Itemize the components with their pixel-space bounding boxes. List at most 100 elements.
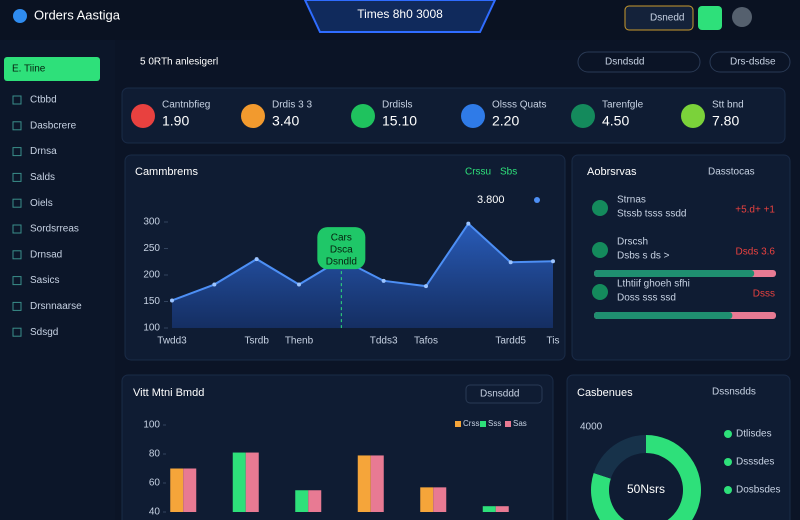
legend-dot <box>724 486 732 494</box>
button-frame[interactable] <box>624 5 694 31</box>
bar <box>420 487 434 512</box>
activity-sub: Dsbs s ds > <box>617 251 670 262</box>
tab[interactable]: Dasstocas <box>708 167 755 178</box>
kpi-icon <box>461 104 485 128</box>
headline: 3.800 <box>477 194 505 206</box>
bar <box>482 506 496 512</box>
nav-item[interactable]: Salds <box>30 172 55 183</box>
legend-label: Dosbsdes <box>736 485 780 496</box>
point <box>381 278 386 283</box>
y-tick-label: 40 <box>149 507 161 518</box>
bar <box>245 452 259 512</box>
legend-dot <box>724 458 732 466</box>
nav-item[interactable]: Oiels <box>30 198 53 209</box>
kpi-icon <box>681 104 705 128</box>
title-frame <box>303 0 497 33</box>
bar <box>295 490 309 512</box>
activity-sub: Stssb tsss ssdd <box>617 209 686 220</box>
bar <box>183 468 197 512</box>
chart-title: Cammbrems <box>135 166 198 178</box>
nav-item[interactable]: Drnsa <box>30 146 57 157</box>
y-tick-label: 200 <box>143 270 160 281</box>
nav-icon <box>12 224 22 234</box>
kpi-icon <box>241 104 265 128</box>
brand: Orders Aastiga <box>34 7 121 22</box>
slice <box>591 435 701 520</box>
annotation: Dsndld <box>326 257 357 268</box>
chip[interactable]: Dsnsddd <box>480 389 519 400</box>
nav-item[interactable]: Dasbcrere <box>30 120 77 131</box>
kpi-value: 2.20 <box>492 113 519 129</box>
annotation: Dsca <box>330 245 353 256</box>
activity-title: Drscsh <box>617 237 648 248</box>
legend-dot <box>724 430 732 438</box>
y-tick-label: 60 <box>149 478 161 489</box>
point <box>508 260 513 265</box>
point <box>551 259 555 264</box>
line <box>171 222 554 302</box>
legend-label: Sbs <box>500 167 517 178</box>
bar <box>433 487 447 512</box>
avatar[interactable] <box>732 7 752 27</box>
kpi-icon <box>351 104 375 128</box>
activity-panel <box>571 154 791 361</box>
nav-icon <box>12 276 22 286</box>
y-tick-label: 80 <box>149 449 161 460</box>
activity-value: Dsds 3.6 <box>736 247 776 258</box>
nav-item[interactable]: Sasics <box>30 275 59 286</box>
legend-label: Sas <box>513 419 527 428</box>
activity-icon <box>592 284 608 300</box>
filter-frame[interactable] <box>577 51 701 73</box>
nav-icon <box>12 95 22 105</box>
x-tick-label: Tdds3 <box>370 336 398 347</box>
kpi-value: 7.80 <box>712 113 739 129</box>
status: 5 0RTh anlesigerl <box>140 57 218 68</box>
kpi-value: 4.50 <box>602 113 629 129</box>
activity-value: +5.d+ +1 <box>735 205 775 216</box>
bar <box>170 468 184 512</box>
nav-item[interactable]: E. Tiine <box>12 64 46 75</box>
filter[interactable]: Dsndsdd <box>605 57 644 68</box>
nav-item[interactable]: Sordsrreas <box>30 224 79 235</box>
nav-icon <box>12 198 22 208</box>
header-button[interactable]: Dsnedd <box>650 13 684 24</box>
kpi-label: Drdisls <box>382 100 413 111</box>
progress-bar <box>594 270 755 277</box>
chart-title: Casbenues <box>577 387 633 399</box>
nav-icon <box>12 301 22 311</box>
point <box>297 282 301 287</box>
nav-item[interactable]: Ctbbd <box>30 95 57 106</box>
active-item[interactable] <box>4 57 100 81</box>
x-tick-label: Tardd5 <box>495 336 526 347</box>
nav-item[interactable]: Drnsad <box>30 249 62 260</box>
button-icon[interactable] <box>698 6 722 30</box>
activity-sub: Doss sss ssd <box>617 293 676 304</box>
nav-icon <box>12 327 22 337</box>
nav-icon <box>12 172 22 182</box>
area <box>172 223 553 328</box>
kpi-value: 1.90 <box>162 113 189 129</box>
kpi-icon <box>571 104 595 128</box>
point <box>424 284 428 289</box>
kpi-label: Cantnbfieg <box>162 100 210 111</box>
filter-frame[interactable] <box>709 51 791 73</box>
kpi-icon <box>131 104 155 128</box>
nav-item[interactable]: Sdsgd <box>30 327 58 338</box>
point <box>254 257 259 262</box>
legend-swatch <box>455 421 461 427</box>
kpi-label: Stt bnd <box>712 100 744 111</box>
activity-title: Lthtiif ghoeh sfhi <box>617 279 690 290</box>
nav-icon <box>12 250 22 260</box>
nav-item[interactable]: Drsnnaarse <box>30 301 82 312</box>
nav-icon <box>12 147 22 157</box>
legend-swatch <box>505 421 511 427</box>
activity-icon <box>592 200 608 216</box>
panel-chip[interactable]: Dssnsdds <box>712 387 756 398</box>
bar <box>357 455 371 512</box>
x-tick-label: Tis <box>547 336 560 347</box>
filter[interactable]: Drs-dsdse <box>730 57 776 68</box>
point <box>212 282 217 287</box>
kpi-value: 3.40 <box>272 113 299 129</box>
bar <box>308 490 322 512</box>
